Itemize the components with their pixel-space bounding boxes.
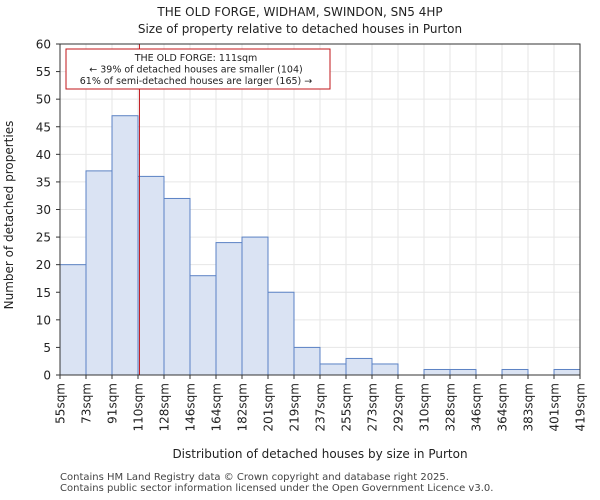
bar-219sqm: [293, 346, 321, 376]
x-tick-label-237sqm: 237sqm: [314, 383, 328, 431]
plot-frame: [59, 43, 581, 376]
y-tick-label-5: 5: [43, 341, 51, 355]
x-tick-label-73sqm: 73sqm: [80, 383, 94, 424]
y-tick-label-25: 25: [36, 231, 51, 245]
x-tick-label-383sqm: 383sqm: [522, 383, 536, 431]
chart-subtitle: Size of property relative to detached ho…: [138, 22, 462, 36]
bar-110sqm: [137, 175, 165, 376]
x-tick-label-346sqm: 346sqm: [470, 383, 484, 431]
y-tick-label-60: 60: [36, 38, 51, 52]
x-tick-label-91sqm: 91sqm: [106, 383, 120, 424]
x-tick-label-273sqm: 273sqm: [366, 383, 380, 431]
x-tick-label-55sqm: 55sqm: [54, 383, 68, 424]
x-tick-label-255sqm: 255sqm: [340, 383, 354, 431]
y-tick-label-35: 35: [36, 175, 51, 189]
x-tick-label-419sqm: 419sqm: [574, 383, 588, 431]
bar-128sqm: [163, 197, 191, 376]
y-tick-label-40: 40: [36, 148, 51, 162]
x-tick-label-164sqm: 164sqm: [210, 383, 224, 431]
property-marker: THE OLD FORGE: 111sqm← 39% of detached h…: [65, 44, 331, 375]
bar-164sqm: [215, 242, 243, 376]
x-axis-ticks: 55sqm 73sqm 91sqm 110sqm 128sqm 146sqm 164sqm 1…: [54, 375, 588, 431]
x-tick-label-146sqm: 146sqm: [184, 383, 198, 431]
x-tick-label-328sqm: 328sqm: [444, 383, 458, 431]
footer-attribution-1: Contains HM Land Registry data © Crown c…: [60, 472, 449, 483]
x-tick-label-401sqm: 401sqm: [548, 383, 562, 431]
x-tick-label-182sqm: 182sqm: [236, 383, 250, 431]
bar-91sqm: [111, 115, 139, 376]
x-axis-label: Distribution of detached houses by size …: [172, 447, 467, 461]
bar-73sqm: [85, 170, 113, 376]
bar-328sqm: [449, 368, 477, 376]
annotation-line-3: 61% of semi-detached houses are larger (…: [80, 76, 313, 87]
annotation-line-2: ← 39% of detached houses are smaller (10…: [89, 65, 302, 76]
annotation-box: [65, 48, 331, 90]
x-tick-label-292sqm: 292sqm: [392, 383, 406, 431]
bar-182sqm: [241, 236, 269, 376]
bar-201sqm: [267, 291, 295, 376]
bar-55sqm: [59, 264, 87, 376]
x-tick-label-364sqm: 364sqm: [496, 383, 510, 431]
bar-255sqm: [345, 357, 373, 376]
y-tick-label-0: 0: [43, 369, 51, 383]
x-tick-label-219sqm: 219sqm: [288, 383, 302, 431]
bar-364sqm: [501, 368, 529, 376]
y-tick-label-10: 10: [36, 313, 51, 327]
bar-273sqm: [371, 363, 399, 376]
y-tick-label-30: 30: [36, 203, 51, 217]
x-tick-label-128sqm: 128sqm: [158, 383, 172, 431]
y-tick-label-55: 55: [36, 65, 51, 79]
y-tick-label-15: 15: [36, 286, 51, 300]
annotation-line-1: THE OLD FORGE: 111sqm: [134, 53, 258, 64]
bars: [59, 115, 581, 376]
x-tick-label-310sqm: 310sqm: [418, 383, 432, 431]
bar-401sqm: [553, 368, 581, 376]
y-axis-label: Number of detached properties: [2, 121, 16, 310]
y-tick-label-20: 20: [36, 258, 51, 272]
chart-title: THE OLD FORGE, WIDHAM, SWINDON, SN5 4HP: [156, 5, 442, 19]
y-tick-label-45: 45: [36, 120, 51, 134]
bar-146sqm: [189, 275, 217, 376]
x-tick-label-201sqm: 201sqm: [262, 383, 276, 431]
y-tick-label-50: 50: [36, 93, 51, 107]
footer-attribution-2: Contains public sector information licen…: [60, 483, 494, 494]
x-tick-label-110sqm: 110sqm: [132, 383, 146, 431]
bar-310sqm: [423, 368, 451, 376]
y-axis-ticks: 0 5 10 15 20 25 30 35 40 45 50 55 60: [36, 38, 60, 383]
bar-237sqm: [319, 363, 347, 376]
